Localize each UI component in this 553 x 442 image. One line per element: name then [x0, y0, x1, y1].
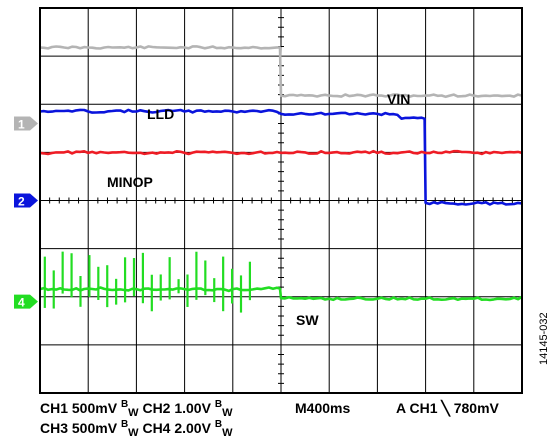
channel-markers: 1 2 4	[14, 116, 38, 310]
svg-text:1: 1	[18, 118, 25, 132]
channel-1-marker: 1	[14, 116, 38, 132]
ch2-setting: CH2 1.00V	[138, 400, 215, 416]
channel-2-marker: 2	[14, 193, 38, 209]
timebase-setting: M400ms	[295, 400, 351, 416]
bandwidth-w: W	[128, 427, 139, 439]
bandwidth-w: W	[222, 407, 233, 419]
series-lld-line	[39, 108, 523, 206]
bandwidth-b: B	[120, 419, 129, 430]
bandwidth-w: W	[128, 407, 139, 419]
scope-settings-line-2: CH3 500mV BW CH4 2.00V BW	[40, 419, 233, 439]
trigger-setting: A CH1 ╲ 780mV	[396, 400, 499, 417]
sw-label: SW	[296, 312, 319, 328]
vin-label: VIN	[387, 91, 410, 107]
bandwidth-b: B	[120, 399, 129, 410]
figure-id: 14145-032	[538, 312, 550, 365]
series-vin-line	[39, 45, 523, 99]
trigger-source: A CH1	[396, 400, 442, 416]
svg-text:2: 2	[18, 195, 25, 209]
series-sw-line	[39, 286, 523, 302]
lld-label: LLD	[147, 106, 174, 122]
bandwidth-b: B	[214, 399, 223, 410]
svg-text:4: 4	[18, 296, 25, 310]
bandwidth-b: B	[214, 419, 223, 430]
ch1-setting: CH1 500mV	[40, 400, 121, 416]
scope-settings-line-1: CH1 500mV BW CH2 1.00V BW	[40, 399, 233, 419]
minop-label: MINOP	[107, 174, 153, 190]
ch3-setting: CH3 500mV	[40, 420, 121, 436]
traces	[39, 45, 523, 313]
plot-frame	[39, 7, 523, 394]
ch4-setting: CH4 2.00V	[138, 420, 215, 436]
channel-4-marker: 4	[14, 294, 38, 310]
bandwidth-w: W	[222, 427, 233, 439]
series-minop-line	[39, 149, 523, 156]
falling-edge-icon: ╲	[441, 400, 450, 416]
trigger-level: 780mV	[449, 400, 499, 416]
